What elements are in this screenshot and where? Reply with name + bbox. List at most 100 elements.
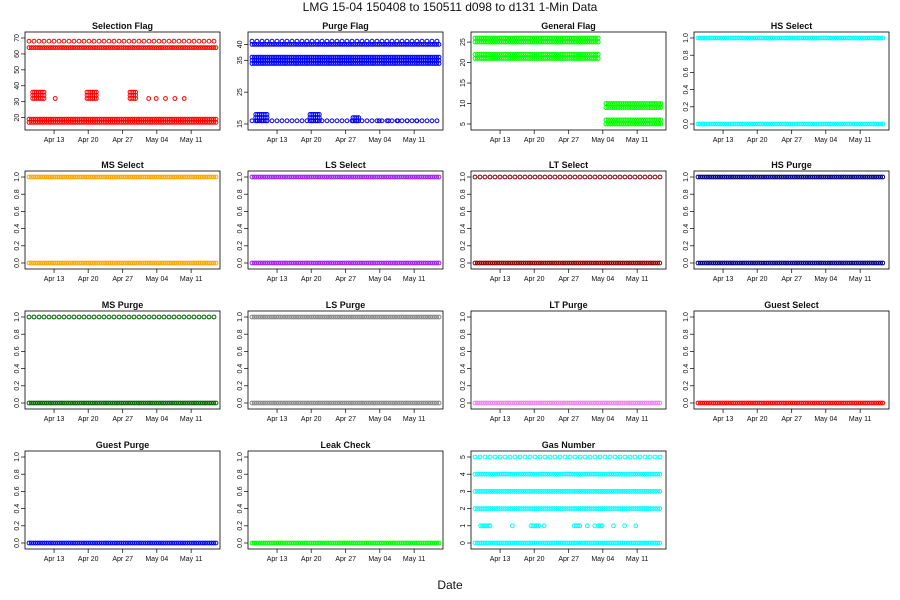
data-point: [472, 540, 478, 546]
data-point: [562, 400, 568, 406]
data-point: [355, 54, 361, 60]
data-point: [269, 61, 275, 66]
data-point: [605, 101, 611, 106]
data-point: [273, 57, 279, 63]
data-point: [284, 174, 290, 180]
data-point: [657, 506, 663, 512]
data-point: [298, 260, 303, 266]
data-point: [92, 260, 98, 266]
data-point: [169, 260, 175, 266]
data-point: [622, 506, 627, 512]
data-point: [635, 540, 641, 546]
data-point: [810, 260, 815, 266]
data-point: [569, 400, 575, 406]
data-point: [66, 314, 72, 320]
data-point: [529, 489, 535, 494]
y-tick-label: 0.8: [237, 189, 244, 199]
data-point: [163, 260, 168, 266]
data-point: [79, 260, 85, 266]
data-point: [474, 471, 480, 477]
data-point: [517, 454, 523, 460]
data-point: [134, 116, 140, 122]
data-point: [582, 489, 588, 494]
data-point: [132, 260, 138, 266]
data-point: [302, 260, 308, 266]
data-point: [191, 174, 197, 180]
data-point: [739, 35, 745, 41]
data-point: [529, 506, 535, 512]
data-point: [357, 314, 363, 320]
data-point: [123, 174, 129, 180]
data-point: [785, 400, 791, 406]
data-point: [94, 120, 100, 125]
data-point: [700, 121, 705, 127]
data-point: [384, 118, 390, 124]
data-point: [258, 54, 264, 60]
data-point: [92, 120, 98, 125]
data-point: [617, 400, 623, 406]
data-point: [383, 314, 389, 320]
x-tick-label: Apr 27: [558, 416, 579, 423]
data-point: [295, 174, 301, 180]
data-point: [472, 454, 478, 460]
data-point: [350, 57, 356, 63]
data-point: [757, 260, 762, 266]
data-point: [481, 35, 487, 41]
data-point: [127, 174, 133, 180]
data-point: [178, 260, 184, 266]
data-point: [536, 260, 542, 266]
data-point: [28, 400, 34, 406]
data-point: [333, 61, 339, 66]
data-point: [112, 45, 118, 50]
data-point: [702, 400, 707, 406]
data-point: [331, 57, 336, 63]
panel-title: Selection Flag: [92, 21, 153, 31]
data-point: [825, 174, 831, 180]
data-point: [576, 540, 581, 546]
data-point: [432, 314, 438, 320]
data-point: [810, 174, 815, 180]
data-point: [549, 35, 555, 41]
data-point: [479, 489, 485, 494]
data-point: [116, 38, 122, 44]
data-point: [158, 120, 164, 125]
data-point: [488, 52, 493, 57]
data-point: [624, 489, 630, 494]
data-point: [136, 314, 142, 320]
data-point: [781, 174, 787, 180]
data-point: [315, 400, 321, 406]
data-point: [529, 52, 535, 57]
data-point: [284, 57, 290, 63]
data-point: [174, 540, 179, 546]
data-point: [154, 400, 160, 406]
data-point: [180, 540, 186, 546]
data-point: [763, 35, 769, 41]
y-tick-label: 0.0: [14, 258, 21, 268]
data-point: [410, 54, 416, 60]
data-point: [757, 174, 762, 180]
data-point: [147, 174, 153, 180]
data-point: [748, 121, 754, 127]
data-point: [355, 174, 361, 180]
data-point: [271, 54, 277, 60]
data-point: [587, 52, 592, 57]
data-point: [361, 54, 367, 60]
data-point: [785, 121, 791, 127]
point-cluster: [52, 96, 187, 101]
data-point: [532, 471, 537, 477]
data-point: [748, 400, 754, 406]
data-point: [284, 260, 290, 266]
data-point: [138, 45, 144, 50]
data-point: [587, 454, 593, 460]
data-point: [728, 174, 734, 180]
data-point: [354, 38, 360, 44]
data-point: [99, 400, 104, 406]
data-point: [485, 52, 491, 57]
data-point: [876, 400, 881, 406]
y-tick-label: 1.0: [683, 312, 690, 322]
data-point: [392, 54, 398, 60]
data-point: [201, 38, 207, 44]
data-point: [483, 52, 489, 57]
data-point: [796, 400, 802, 406]
data-point: [106, 38, 112, 44]
